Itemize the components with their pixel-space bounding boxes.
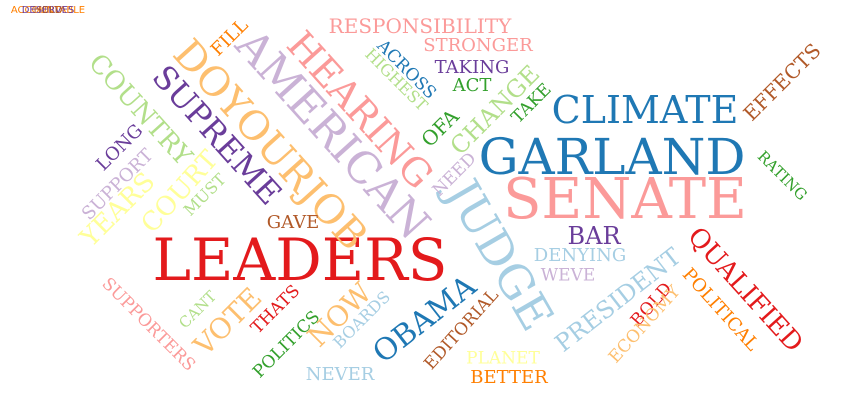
word-hold: HOLD [33, 5, 63, 16]
word-taking: TAKING [434, 57, 510, 78]
word-effects: EFFECTS [738, 38, 826, 126]
word-accountable: ACCOUNTABLE [10, 5, 86, 16]
word-responsibility: RESPONSIBILITY [328, 14, 512, 38]
word-climate: CLIMATE [551, 88, 739, 132]
word-planet: PLANET [466, 348, 540, 369]
word-rating: RATING [753, 147, 811, 205]
word-senate: SENATE [503, 167, 747, 232]
word-better: BETTER [470, 367, 548, 388]
word-weve: WEVE [540, 265, 596, 286]
word-denying: DENYING [533, 245, 627, 266]
word-gave: GAVE [266, 212, 320, 233]
word-leaders: LEADERS [152, 226, 448, 294]
word-stronger: STRONGER [423, 35, 533, 56]
word-bar: BAR [567, 222, 621, 250]
word-garland: GARLAND [478, 128, 746, 186]
word-act: ACT [452, 75, 492, 96]
word-never: NEVER [305, 364, 375, 385]
word-deserves: DESERVES [21, 5, 75, 16]
